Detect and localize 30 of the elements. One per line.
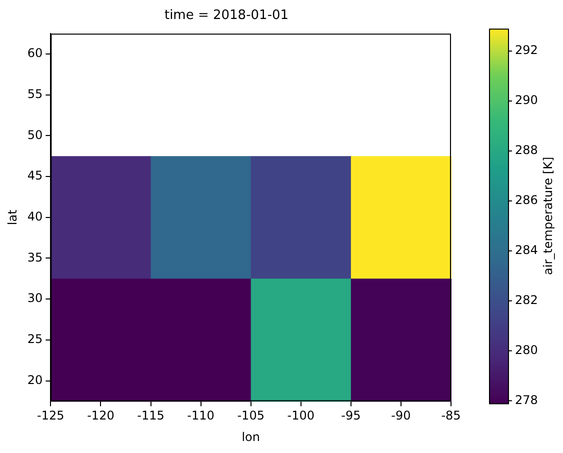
chart-title: time = 2018-01-01 bbox=[164, 8, 289, 24]
x-tick-label: -110 bbox=[187, 408, 214, 423]
color-bar-label: 282 bbox=[515, 292, 538, 307]
x-tick-label: -85 bbox=[441, 408, 461, 423]
color-bar-label: 280 bbox=[515, 342, 538, 357]
y-axis-title: lat bbox=[5, 209, 20, 226]
x-tick-label: -105 bbox=[237, 408, 264, 423]
x-tick-label: -120 bbox=[87, 408, 114, 423]
y-tick-label: 40 bbox=[27, 210, 43, 224]
color-bar-label: 284 bbox=[515, 242, 538, 257]
y-tick-label: 20 bbox=[27, 372, 43, 387]
y-tick-label: 30 bbox=[27, 291, 43, 306]
x-tick-label: -115 bbox=[137, 408, 164, 423]
color-bar-label: 278 bbox=[515, 392, 538, 407]
x-tick-label: -100 bbox=[287, 408, 314, 423]
y-tick-label: 60 bbox=[27, 46, 43, 60]
color-bar-label: 288 bbox=[515, 143, 538, 158]
y-tick-label: 50 bbox=[27, 128, 43, 142]
color-bar-label: 286 bbox=[515, 193, 538, 208]
x-tick-label: -125 bbox=[37, 408, 64, 423]
y-tick-label: 35 bbox=[27, 250, 43, 264]
y-tick-label: 25 bbox=[27, 332, 43, 346]
color-bar-label: 292 bbox=[515, 43, 538, 58]
color-bar-title: air_temperature [K] bbox=[541, 156, 556, 275]
y-tick-label: 45 bbox=[27, 168, 43, 183]
y-tick-label: 55 bbox=[27, 86, 43, 101]
color-bar-label: 290 bbox=[515, 93, 538, 108]
x-axis-title: lon bbox=[242, 430, 260, 444]
x-tick-label: -90 bbox=[391, 408, 411, 423]
x-tick-label: -95 bbox=[341, 408, 361, 423]
